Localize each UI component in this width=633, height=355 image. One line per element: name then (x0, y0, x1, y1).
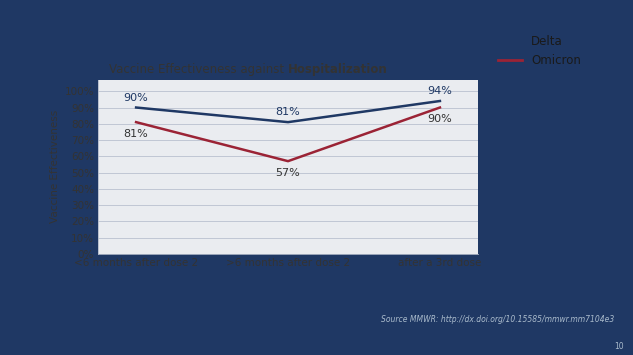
Text: 10: 10 (614, 342, 624, 351)
Text: Vaccine effectiveness of 2 vs 3 doses of mRNA vaccines for Delta and
Omicron: Vaccine effectiveness of 2 vs 3 doses of… (11, 9, 532, 38)
Text: 81%: 81% (123, 129, 149, 139)
Text: 94%: 94% (427, 86, 453, 96)
Text: Vaccine Effectiveness against: Vaccine Effectiveness against (109, 63, 288, 76)
Y-axis label: Vaccine Effectiveness: Vaccine Effectiveness (50, 110, 60, 224)
Text: 81%: 81% (275, 107, 301, 117)
Text: 90%: 90% (427, 114, 453, 124)
Text: Source MMWR: http://dx.doi.org/10.15585/mmwr.mm7104e3: Source MMWR: http://dx.doi.org/10.15585/… (381, 315, 614, 324)
Text: 57%: 57% (275, 168, 301, 178)
Legend: Delta, Omicron: Delta, Omicron (493, 31, 586, 72)
Text: Hospitalization: Hospitalization (288, 63, 388, 76)
Text: 90%: 90% (123, 93, 149, 103)
